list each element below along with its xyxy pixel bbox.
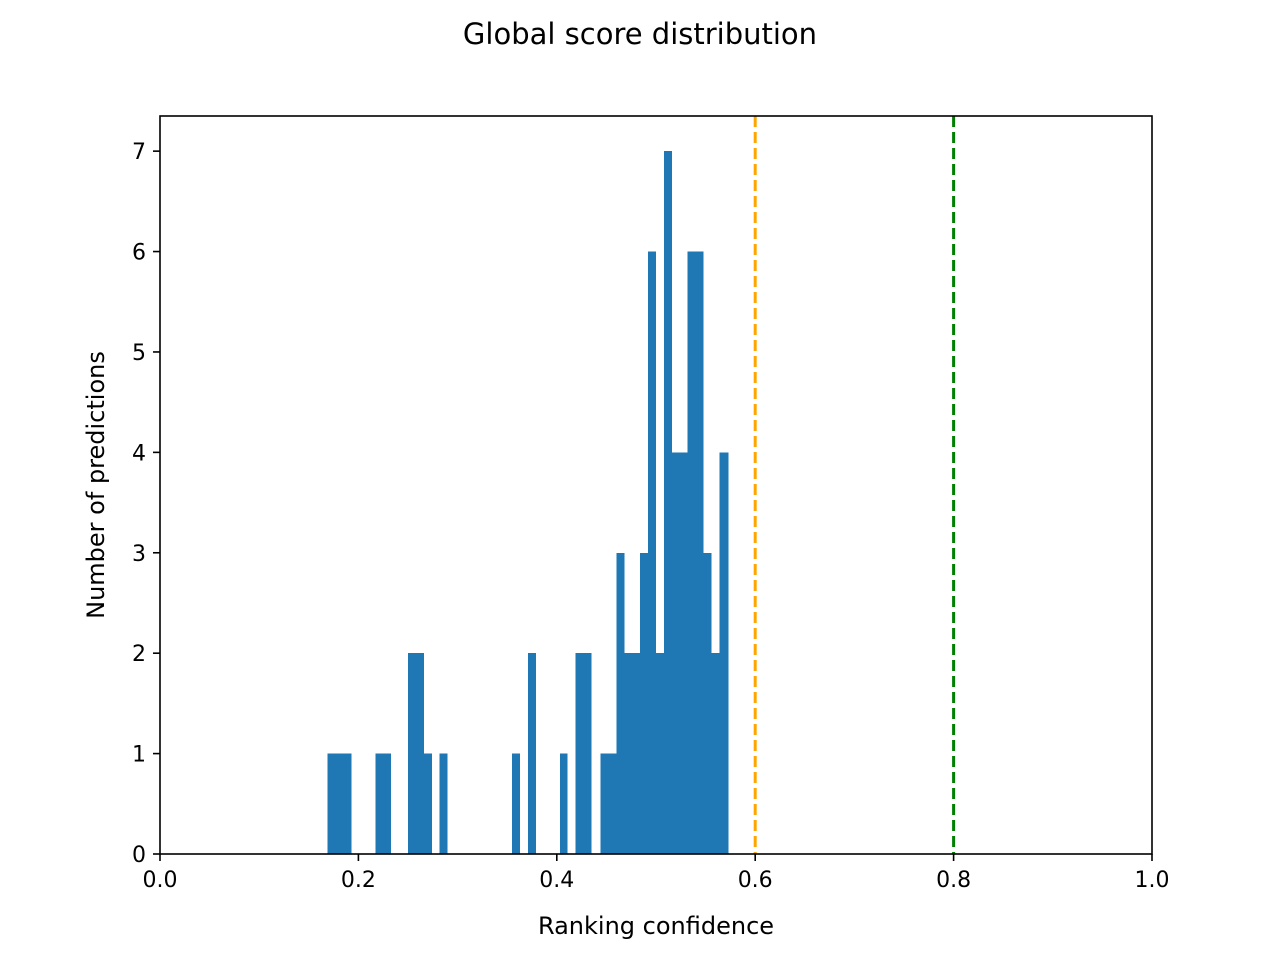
histogram-bar <box>640 552 649 854</box>
histogram-bar <box>439 753 448 854</box>
x-tick-label: 0.8 <box>936 868 971 893</box>
histogram-bar <box>608 753 617 854</box>
histogram-bar <box>624 653 633 854</box>
x-tick-label: 0.6 <box>738 868 773 893</box>
histogram-bar <box>703 552 712 854</box>
histogram-bar <box>375 753 384 854</box>
y-tick-label: 7 <box>132 140 146 165</box>
histogram-bar <box>575 653 584 854</box>
histogram-bar <box>383 753 392 854</box>
x-axis-ticks: 0.0 0.2 0.4 0.6 0.8 1.0 <box>143 854 1170 893</box>
histogram-bar <box>719 452 729 854</box>
histogram-bar <box>616 552 625 854</box>
histogram-bar <box>512 753 521 854</box>
chart-title: Global score distribution <box>463 17 817 51</box>
histogram-bar <box>687 251 696 854</box>
histogram-bars <box>327 151 729 855</box>
y-tick-label: 3 <box>132 542 146 567</box>
histogram-bar <box>679 452 688 854</box>
y-tick-label: 2 <box>132 642 146 667</box>
histogram-bar <box>559 753 568 854</box>
histogram-bar <box>415 653 424 854</box>
histogram-bar <box>327 753 336 854</box>
y-axis-ticks: 0 1 2 3 4 5 6 7 <box>132 140 160 868</box>
histogram-bar <box>423 753 432 854</box>
x-tick-label: 0.4 <box>539 868 574 893</box>
histogram-bar <box>656 653 664 854</box>
y-tick-label: 4 <box>132 441 146 466</box>
y-tick-label: 6 <box>132 241 146 266</box>
histogram-bar <box>335 753 344 854</box>
y-axis-title: Number of predictions <box>82 351 110 619</box>
histogram-bar <box>408 653 416 854</box>
histogram-bar <box>528 653 536 854</box>
x-axis-title: Ranking confidence <box>538 912 774 940</box>
histogram-bar <box>695 251 704 854</box>
histogram-bar <box>648 251 656 854</box>
histogram-bar <box>600 753 609 854</box>
x-tick-label: 0.2 <box>341 868 376 893</box>
reference-lines <box>753 116 956 854</box>
y-tick-label: 0 <box>132 843 146 868</box>
histogram-bar <box>663 151 672 855</box>
y-tick-label: 1 <box>132 743 146 768</box>
histogram-bar <box>671 452 680 854</box>
plot-frame <box>159 115 1153 855</box>
histogram-bar <box>583 653 592 854</box>
histogram-bar <box>711 653 720 854</box>
x-tick-label: 1.0 <box>1135 868 1170 893</box>
histogram-bar <box>343 753 352 854</box>
histogram-bar <box>632 653 641 854</box>
x-tick-label: 0.0 <box>143 868 178 893</box>
y-tick-label: 5 <box>132 341 146 366</box>
